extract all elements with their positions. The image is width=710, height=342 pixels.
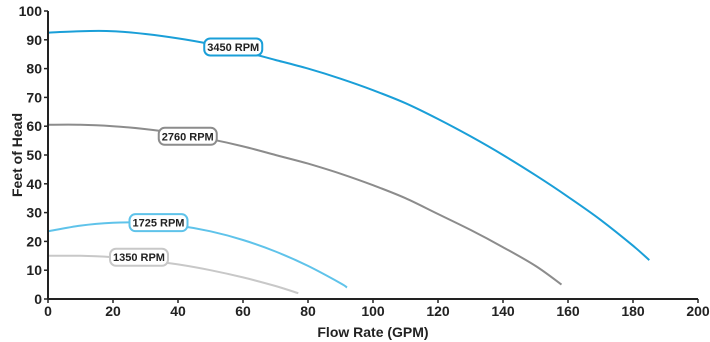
x-tick-label-200: 200 (686, 303, 710, 319)
y-tick-label-100: 100 (19, 3, 43, 19)
curve-label-text: 3450 RPM (207, 42, 259, 54)
curve-label-1350-rpm: 1350 RPM (109, 247, 169, 267)
series-line-1725-rpm (47, 221, 348, 289)
curve-label-box (128, 213, 189, 233)
y-tick-label-30: 30 (26, 205, 42, 221)
y-tick-label-10: 10 (26, 262, 42, 278)
x-tick-label-0: 0 (44, 303, 52, 319)
curve-label-box (203, 37, 264, 57)
y-tick-label-50: 50 (26, 147, 42, 163)
y-tick-label-60: 60 (26, 118, 42, 134)
curve-label-box (109, 247, 169, 267)
series-line-1350-rpm (47, 254, 299, 295)
x-tick-label-20: 20 (105, 303, 121, 319)
x-tick-label-40: 40 (170, 303, 186, 319)
x-axis-title: Flow Rate (GPM) (317, 324, 428, 340)
ticks-layer: 0 20 40 60 80 100 120 140 160 180 200 0 10 20 30 40 50 60… (19, 3, 710, 319)
series-line-3450-rpm (47, 29, 650, 261)
x-tick-label-80: 80 (300, 303, 316, 319)
y-tick-label-20: 20 (26, 233, 42, 249)
y-tick-label-40: 40 (26, 176, 42, 192)
curve-label-3450-rpm: 3450 RPM (203, 37, 264, 57)
curve-label-2760-rpm: 2760 RPM (157, 126, 218, 146)
x-tick-label-100: 100 (361, 303, 385, 319)
curve-label-text: 1350 RPM (113, 252, 165, 264)
curve-labels-layer: 3450 RPM 2760 RPM 1725 RPM 1350 RPM (109, 37, 264, 267)
x-tick-label-140: 140 (491, 303, 515, 319)
y-tick-label-0: 0 (34, 291, 42, 307)
curve-label-box (157, 126, 218, 146)
y-tick-label-80: 80 (26, 61, 42, 77)
series-line-2760-rpm (47, 123, 563, 286)
x-tick-label-180: 180 (621, 303, 645, 319)
y-axis-title: Feet of Head (9, 113, 25, 197)
x-tick-label-120: 120 (426, 303, 450, 319)
curve-label-1725-rpm: 1725 RPM (128, 213, 189, 233)
y-tick-label-70: 70 (26, 89, 42, 105)
curve-label-text: 1725 RPM (133, 218, 185, 230)
curve-label-text: 2760 RPM (162, 131, 214, 143)
curves-layer (47, 29, 650, 295)
y-tick-label-90: 90 (26, 32, 42, 48)
x-tick-label-160: 160 (556, 303, 580, 319)
x-tick-label-60: 60 (235, 303, 251, 319)
